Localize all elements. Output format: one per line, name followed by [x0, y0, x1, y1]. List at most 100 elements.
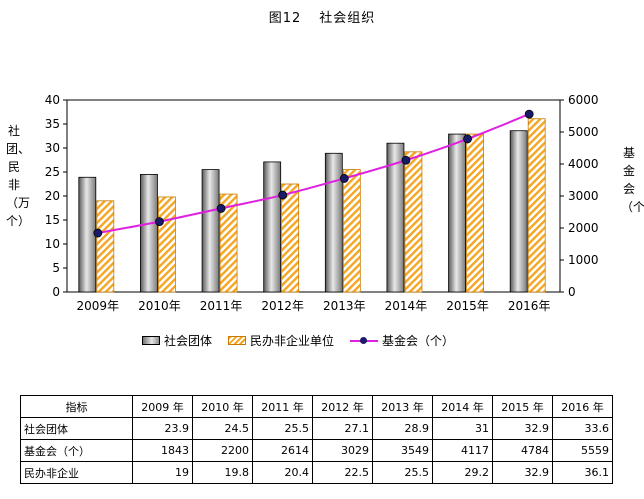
bar-minfei — [404, 151, 423, 293]
bar-minfei — [281, 183, 300, 293]
x-tick-label: 2013年 — [323, 299, 366, 313]
point-jijinhui — [524, 109, 534, 119]
point-jijinhui — [278, 190, 288, 200]
table-row: 民办非企业 19 19.8 20.4 22.5 25.5 29.2 32.9 3… — [20, 461, 613, 484]
table-cell: 32.9 — [492, 461, 553, 484]
table-header-cell: 2013 年 — [372, 395, 433, 418]
legend-item-shetuan: 社会团体 — [142, 332, 212, 349]
right-tick-label: 1000 — [568, 253, 599, 267]
data-table: 指标 2009 年 2010 年 2011 年 2012 年 2013 年 20… — [20, 395, 613, 484]
legend-item-minfei: 民办非企业单位 — [228, 332, 334, 349]
point-jijinhui — [339, 174, 349, 183]
table-row-name: 民办非企业 — [20, 461, 133, 484]
point-jijinhui — [463, 134, 472, 144]
right-tick-label: 5000 — [568, 125, 599, 139]
bar-shetuan — [263, 161, 282, 293]
table-header-cell: 2011 年 — [252, 395, 313, 418]
right-tick-label: 2000 — [568, 221, 599, 235]
x-tick-label: 2016年 — [508, 299, 551, 313]
point-jijinhui — [155, 217, 164, 227]
left-tick-label: 5 — [52, 261, 60, 275]
x-tick-label: 2015年 — [446, 299, 489, 313]
right-tick-label: 6000 — [568, 93, 599, 107]
table-header-cell: 指标 — [20, 395, 133, 418]
table-row-name: 基金会（个） — [20, 439, 133, 462]
x-tick-label: 2009年 — [77, 299, 120, 313]
left-tick-label: 0 — [52, 285, 60, 299]
figure-number: 图12 — [268, 11, 302, 26]
table-cell: 2200 — [192, 439, 253, 462]
legend-swatch-gray — [142, 335, 160, 345]
x-tick-label: 2011年 — [200, 299, 243, 313]
bar-shetuan — [140, 173, 158, 293]
left-tick-label: 30 — [45, 141, 60, 155]
right-tick-label: 3000 — [568, 189, 599, 203]
left-tick-label: 15 — [45, 213, 60, 227]
left-tick-label: 10 — [45, 237, 60, 251]
bar-minfei — [527, 118, 546, 293]
table-row: 基金会（个） 1843 2200 2614 3029 3549 4117 478… — [20, 439, 613, 462]
table-header-cell: 2014 年 — [432, 395, 493, 418]
left-tick-label: 20 — [45, 189, 60, 203]
figure-name: 社会组织 — [319, 11, 376, 26]
legend: 社会团体 民办非企业单位 基金会（个） — [142, 331, 470, 349]
bar-shetuan — [386, 142, 405, 293]
point-jijinhui — [401, 155, 411, 165]
left-axis-label: 社团、民非（万个） — [6, 124, 31, 228]
right-axis-label: 基金会（个） — [621, 146, 644, 214]
left-tick-label: 35 — [45, 117, 60, 131]
table-cell: 23.9 — [132, 417, 193, 440]
table-cell: 5559 — [552, 439, 613, 462]
table-row: 社会团体 23.9 24.5 25.5 27.1 28.9 31 32.9 33… — [20, 417, 613, 440]
left-tick-label: 25 — [45, 165, 60, 179]
table-cell: 29.2 — [432, 461, 493, 484]
bar-shetuan — [448, 133, 466, 293]
legend-swatch-line — [350, 336, 379, 345]
table-cell: 3549 — [372, 439, 433, 462]
point-jijinhui — [93, 228, 103, 238]
bar-minfei — [466, 133, 484, 293]
table-row-name: 社会团体 — [20, 417, 133, 440]
table-cell: 25.5 — [372, 461, 433, 484]
x-tick-label: 2014年 — [385, 299, 428, 313]
table-cell: 31 — [432, 417, 493, 440]
table-cell: 36.1 — [552, 461, 613, 484]
table-cell: 32.9 — [492, 417, 553, 440]
bar-shetuan — [78, 176, 97, 293]
right-tick-label: 4000 — [568, 157, 599, 171]
bar-minfei — [96, 200, 115, 293]
table-header-row: 指标 2009 年 2010 年 2011 年 2012 年 2013 年 20… — [20, 395, 613, 418]
bar-shetuan — [509, 130, 528, 293]
table-cell: 27.1 — [312, 417, 373, 440]
table-header-cell: 2010 年 — [192, 395, 253, 418]
table-cell: 1843 — [132, 439, 193, 462]
legend-item-jijinhui: 基金会（个） — [350, 332, 454, 349]
table-cell: 4784 — [492, 439, 553, 462]
plot-area: 0 5 10 15 20 25 30 35 40 0 1000 2000 3000 4000 5000 600… — [45, 93, 599, 313]
combo-chart: 0 5 10 15 20 25 30 35 40 0 1000 2000 3000 4000 5000 600… — [45, 93, 599, 313]
table-cell: 25.5 — [252, 417, 313, 440]
bar-minfei — [342, 169, 361, 293]
right-tick-label: 0 — [568, 285, 576, 299]
table-cell: 24.5 — [192, 417, 253, 440]
x-tick-label: 2010年 — [138, 299, 181, 313]
table-cell: 22.5 — [312, 461, 373, 484]
x-tick-label: 2012年 — [261, 299, 304, 313]
table-cell: 2614 — [252, 439, 313, 462]
legend-label: 社会团体 — [164, 333, 213, 348]
legend-label: 民办非企业单位 — [250, 333, 335, 348]
table-header-cell: 2012 年 — [312, 395, 373, 418]
bar-shetuan — [324, 152, 343, 293]
table-cell: 33.6 — [552, 417, 613, 440]
table-cell: 19.8 — [192, 461, 253, 484]
legend-label: 基金会（个） — [382, 333, 455, 348]
table-cell: 4117 — [432, 439, 493, 462]
table-cell: 20.4 — [252, 461, 313, 484]
point-jijinhui — [216, 203, 226, 213]
table-header-cell: 2009 年 — [132, 395, 193, 418]
bar-shetuan — [201, 169, 220, 293]
bar-minfei — [219, 193, 238, 293]
table-cell: 28.9 — [372, 417, 433, 440]
legend-swatch-hatched — [228, 335, 247, 345]
table-cell: 19 — [132, 461, 193, 484]
